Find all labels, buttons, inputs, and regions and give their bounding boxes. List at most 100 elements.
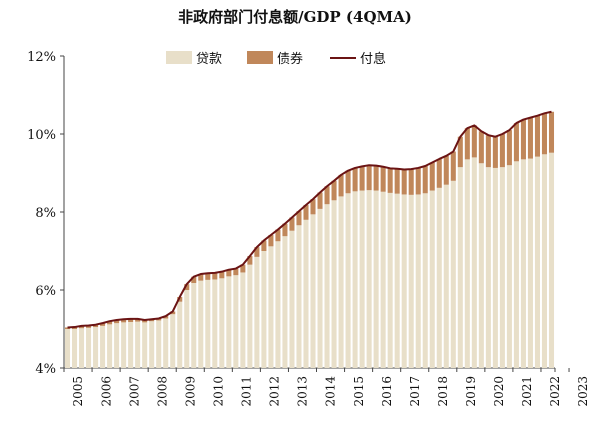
bar-loan bbox=[450, 180, 456, 368]
bar-loan bbox=[499, 167, 505, 368]
bar-loan bbox=[107, 324, 113, 368]
bar-loan bbox=[317, 208, 323, 368]
bar-bond bbox=[527, 117, 533, 159]
bar-bond bbox=[499, 134, 505, 168]
y-tick-label: 10% bbox=[27, 128, 56, 143]
bar-loan bbox=[226, 276, 232, 368]
y-tick-label: 8% bbox=[35, 206, 56, 221]
bar-loan bbox=[177, 301, 183, 368]
bar-loan bbox=[114, 323, 120, 368]
x-tick-label: 2022 bbox=[548, 376, 562, 407]
bar-loan bbox=[163, 318, 169, 368]
bar-bond bbox=[352, 167, 358, 192]
bar-bond bbox=[212, 272, 218, 280]
bar-loan bbox=[184, 290, 190, 368]
x-tick-label: 2017 bbox=[408, 376, 422, 407]
x-tick-label: 2009 bbox=[183, 376, 197, 407]
bar-bond bbox=[324, 186, 330, 205]
bar-bond bbox=[471, 125, 477, 158]
bar-loan bbox=[170, 314, 176, 368]
bar-bond bbox=[380, 166, 386, 192]
x-tick-label: 2010 bbox=[212, 376, 226, 407]
bar-loan bbox=[520, 159, 526, 368]
bar-loan bbox=[240, 272, 246, 368]
bar-loan bbox=[471, 157, 477, 368]
bar-bond bbox=[450, 151, 456, 181]
bar-bond bbox=[100, 323, 106, 326]
bar-loan bbox=[366, 190, 372, 368]
x-tick-label: 2021 bbox=[520, 376, 534, 407]
bar-loan bbox=[492, 167, 498, 368]
bar-loan bbox=[513, 161, 519, 368]
bar-loan bbox=[296, 225, 302, 368]
legend-label: 付息 bbox=[360, 51, 386, 67]
bar-bond bbox=[121, 319, 127, 323]
x-tick-label: 2014 bbox=[324, 376, 338, 407]
bar-bond bbox=[198, 274, 204, 281]
bar-loan bbox=[156, 320, 162, 368]
bar-bond bbox=[457, 136, 463, 168]
bar-loan bbox=[464, 159, 470, 368]
bar-bond bbox=[359, 166, 365, 191]
bar-loan bbox=[527, 158, 533, 368]
x-axis: 2005 2006 2007 2008 2009 2010 2011 2012 2013 2014… bbox=[63, 367, 590, 407]
bar-loan bbox=[422, 193, 428, 368]
bar-bond bbox=[191, 276, 197, 283]
legend-label: 债券 bbox=[277, 51, 303, 67]
bar-bond bbox=[170, 311, 176, 315]
x-tick-label: 2020 bbox=[492, 376, 506, 407]
bar-loan bbox=[135, 321, 141, 368]
bar-bond bbox=[387, 168, 393, 193]
bar-loan bbox=[233, 275, 239, 368]
bar-loan bbox=[303, 219, 309, 368]
x-tick-label: 2006 bbox=[99, 376, 113, 407]
bar-loan bbox=[415, 194, 421, 368]
line-series bbox=[67, 110, 552, 329]
x-tick-label: 2018 bbox=[436, 376, 450, 407]
bar-bond bbox=[275, 229, 281, 242]
bar-bond bbox=[226, 269, 232, 277]
bar-loan bbox=[387, 192, 393, 368]
bar-bond bbox=[296, 211, 302, 226]
bar-bond bbox=[240, 264, 246, 273]
bar-bond bbox=[135, 318, 141, 322]
bar-loan bbox=[289, 230, 295, 368]
bar-bond bbox=[86, 325, 92, 328]
line-interest bbox=[67, 110, 552, 329]
bar-loan bbox=[254, 256, 260, 368]
x-tick-label: 2005 bbox=[71, 376, 85, 407]
x-tick-label: 2019 bbox=[464, 376, 478, 407]
x-tick-label: 2008 bbox=[155, 376, 169, 407]
legend-label: 贷款 bbox=[196, 52, 222, 67]
bar-bond bbox=[443, 155, 449, 185]
bar-loan bbox=[436, 187, 442, 368]
bar-loan bbox=[429, 190, 435, 368]
bar-loan bbox=[121, 322, 127, 368]
bar-loan bbox=[100, 325, 106, 368]
bar-loan bbox=[268, 246, 274, 368]
bar-bond bbox=[548, 111, 555, 153]
bar-loan bbox=[310, 214, 316, 368]
bar-bond bbox=[254, 247, 260, 257]
bar-bond bbox=[429, 162, 435, 191]
bar-loan bbox=[457, 167, 463, 368]
y-tick-label: 4% bbox=[35, 362, 56, 377]
bar-bond bbox=[128, 318, 134, 322]
bar-loan bbox=[331, 200, 337, 368]
legend: 贷款 债券 付息 bbox=[166, 51, 386, 67]
x-tick-label: 2012 bbox=[268, 376, 282, 407]
bar-loan bbox=[86, 327, 92, 368]
bar-loan bbox=[93, 327, 99, 368]
bar-bond bbox=[261, 240, 267, 251]
legend-swatch-loan bbox=[166, 51, 192, 64]
bar-bond bbox=[107, 321, 113, 325]
bar-bond bbox=[408, 169, 414, 195]
bar-bond bbox=[338, 174, 344, 197]
bar-loan bbox=[373, 190, 379, 368]
bar-bond bbox=[485, 135, 491, 168]
bar-bond bbox=[79, 325, 85, 329]
y-tick-label: 6% bbox=[35, 284, 56, 299]
bar-bond bbox=[317, 192, 323, 209]
